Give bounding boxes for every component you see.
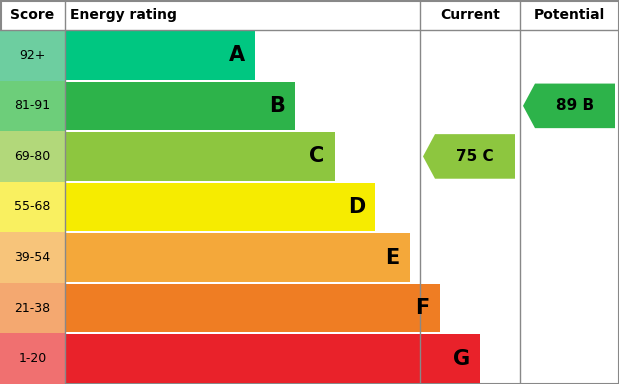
Bar	[0, 131, 65, 182]
Bar	[0, 182, 65, 232]
Bar	[0, 81, 65, 131]
Text: Energy rating: Energy rating	[70, 8, 177, 22]
Text: 39-54: 39-54	[14, 251, 51, 264]
Text: 92+: 92+	[19, 49, 46, 62]
Text: Current: Current	[440, 8, 500, 22]
Bar	[65, 132, 335, 181]
Text: G: G	[454, 349, 470, 369]
Bar	[65, 81, 295, 130]
Text: 1-20: 1-20	[19, 352, 46, 365]
Text: Score: Score	[11, 8, 54, 22]
Bar	[65, 31, 255, 79]
Text: C: C	[310, 146, 324, 166]
Text: F: F	[415, 298, 429, 318]
Text: A: A	[229, 45, 245, 65]
Bar	[65, 284, 440, 333]
Text: D: D	[348, 197, 366, 217]
Bar	[65, 334, 480, 383]
Text: 81-91: 81-91	[14, 99, 51, 113]
Text: B: B	[269, 96, 285, 116]
Bar	[65, 233, 410, 282]
Polygon shape	[523, 84, 615, 128]
Text: 75 C: 75 C	[456, 149, 494, 164]
Bar	[0, 30, 65, 81]
Text: E: E	[385, 248, 399, 268]
Bar	[0, 333, 65, 384]
Text: 69-80: 69-80	[14, 150, 51, 163]
Text: 55-68: 55-68	[14, 200, 51, 214]
Text: Potential: Potential	[534, 8, 605, 22]
Text: 21-38: 21-38	[14, 302, 51, 314]
Bar	[0, 283, 65, 333]
Bar	[0, 232, 65, 283]
Polygon shape	[423, 134, 515, 179]
Bar	[65, 183, 375, 231]
Text: 89 B: 89 B	[556, 98, 594, 113]
